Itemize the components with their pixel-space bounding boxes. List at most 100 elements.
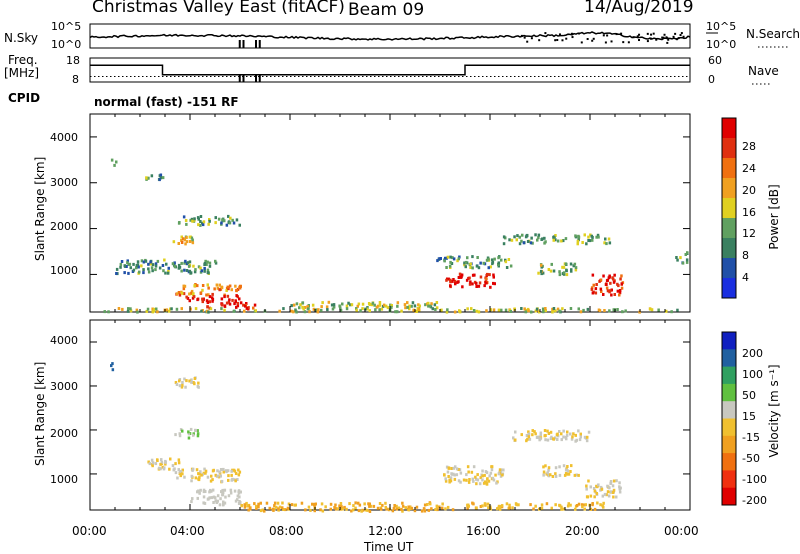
velocity-cbar-tick: -50 <box>742 452 760 465</box>
power-echo-cell <box>454 282 457 286</box>
noise-gap-marker <box>238 40 241 48</box>
power-echo-cell <box>411 301 415 305</box>
power-echo-cell <box>427 304 430 308</box>
power-echo-cell <box>207 310 210 314</box>
power-echo-cell <box>178 293 182 297</box>
velocity-echo-cell <box>360 509 363 513</box>
power-echo-cell <box>128 262 132 266</box>
velocity-echo-cell <box>445 465 449 469</box>
velocity-echo-cell <box>450 472 453 476</box>
velocity-echo-cell <box>206 497 210 501</box>
velocity-echo-cell <box>177 468 180 472</box>
velocity-echo-cell <box>177 458 181 462</box>
velocity-echo-cell <box>188 379 191 383</box>
power-echo-cell <box>492 308 496 312</box>
velocity-echo-cell <box>483 502 487 506</box>
power-echo-cell <box>617 284 620 288</box>
power-echo-cell <box>126 309 130 313</box>
power-echo-cell <box>558 273 562 277</box>
power-echo-cell <box>457 276 461 279</box>
power-echo-cell <box>306 305 309 309</box>
power-echo-cell <box>479 261 482 265</box>
velocity-echo-cell <box>151 464 154 468</box>
velocity-colorbar-swatch <box>722 435 736 454</box>
power-echo-cell <box>142 260 146 264</box>
power-range-tick: 4000 <box>50 131 78 144</box>
power-echo-cell <box>113 163 116 167</box>
velocity-echo-cell <box>550 435 553 439</box>
power-echo-cell <box>126 259 129 263</box>
power-echo-cell <box>206 271 210 275</box>
power-echo-cell <box>211 296 214 300</box>
power-echo-cell <box>184 219 188 222</box>
velocity-echo-cell <box>300 501 304 505</box>
power-echo-cell <box>564 262 568 266</box>
velocity-echo-cell <box>174 381 178 384</box>
noise-search-point <box>530 37 533 40</box>
power-echo-cell <box>477 266 481 270</box>
power-echo-cell <box>218 283 221 287</box>
power-echo-cell <box>227 287 230 291</box>
power-echo-cell <box>147 267 150 271</box>
velocity-echo-cell <box>508 503 511 507</box>
velocity-echo-cell <box>589 485 592 489</box>
power-echo-cell <box>577 238 580 242</box>
velocity-echo-cell <box>489 471 493 475</box>
power-echo-cell <box>590 287 594 291</box>
velocity-echo-cell <box>585 484 588 488</box>
power-echo-cell <box>452 278 455 281</box>
power-echo-cell <box>435 301 439 304</box>
power-echo-cell <box>307 307 310 311</box>
power-echo-cell <box>583 233 586 237</box>
power-echo-cell <box>522 241 526 245</box>
velocity-echo-cell <box>558 503 561 507</box>
power-echo-cell <box>183 261 186 265</box>
velocity-echo-cell <box>444 477 447 481</box>
velocity-echo-cell <box>214 473 217 477</box>
velocity-echo-cell <box>434 508 437 511</box>
power-echo-cell <box>376 304 380 308</box>
power-echo-cell <box>486 272 489 276</box>
velocity-echo-cell <box>578 438 582 442</box>
power-echo-cell <box>119 265 122 269</box>
power-echo-cell <box>205 299 209 303</box>
power-echo-cell <box>158 266 162 270</box>
velocity-echo-cell <box>618 490 622 494</box>
power-echo-cell <box>301 305 304 309</box>
power-echo-cell <box>357 302 361 306</box>
power-echo-cell <box>378 301 382 304</box>
velocity-echo-cell <box>199 488 202 492</box>
power-echo-cell <box>608 309 611 313</box>
velocity-cbar-tick: 15 <box>742 410 756 423</box>
velocity-echo-cell <box>570 437 574 441</box>
power-echo-cell <box>247 306 250 310</box>
velocity-echo-cell <box>500 504 504 508</box>
velocity-echo-cell <box>275 505 278 509</box>
velocity-echo-cell <box>225 470 228 474</box>
velocity-echo-cell <box>574 433 577 437</box>
power-echo-cell <box>618 289 622 292</box>
power-echo-cell <box>199 266 202 270</box>
velocity-echo-cell <box>575 504 579 507</box>
power-echo-cell <box>191 241 195 245</box>
velocity-echo-cell <box>435 504 439 508</box>
velocity-echo-cell <box>508 506 511 510</box>
power-echo-cell <box>452 257 456 261</box>
velocity-echo-cell <box>210 496 214 500</box>
power-echo-cell <box>201 284 205 287</box>
power-echo-cell <box>497 263 500 266</box>
velocity-echo-cell <box>615 495 618 499</box>
velocity-echo-cell <box>227 494 231 498</box>
power-echo-cell <box>448 264 452 268</box>
power-echo-cell <box>211 292 214 296</box>
power-echo-cell <box>435 306 439 310</box>
power-echo-cell <box>142 271 145 275</box>
power-echo-cell <box>649 307 652 311</box>
power-echo-cell <box>218 288 221 292</box>
velocity-colorbar-swatch <box>722 349 736 368</box>
power-echo-cell <box>449 255 452 259</box>
power-echo-cell <box>552 307 556 310</box>
power-echo-cell <box>599 278 603 282</box>
power-echo-cell <box>537 233 541 237</box>
power-echo-cell <box>596 233 600 237</box>
